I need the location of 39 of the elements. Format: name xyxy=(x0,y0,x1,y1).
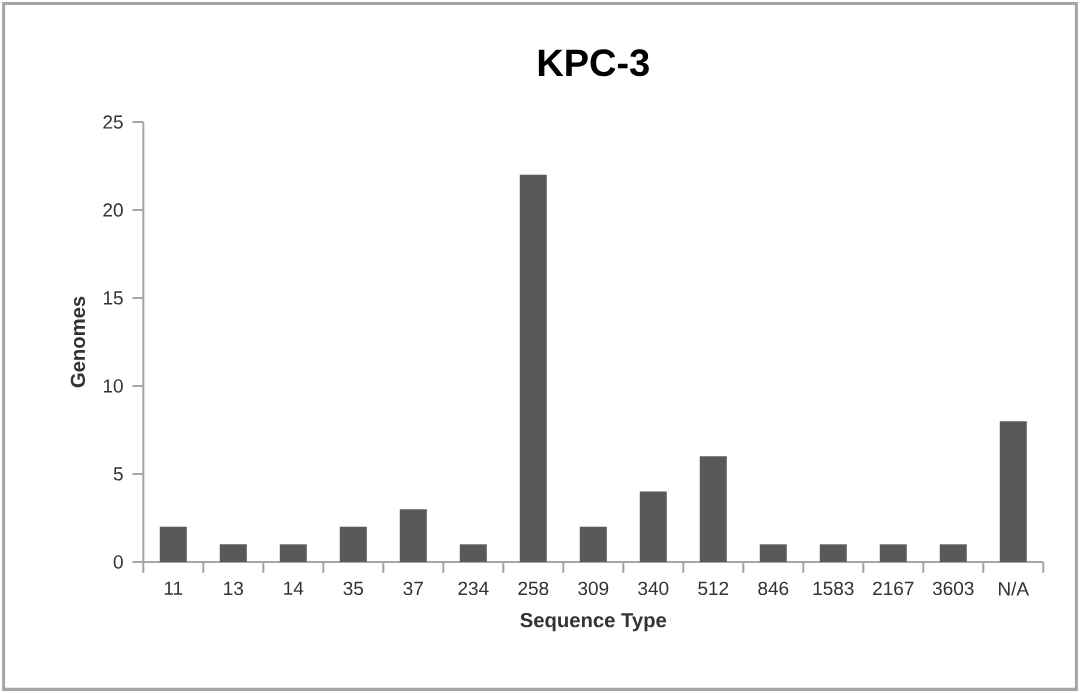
y-tick-label: 0 xyxy=(113,555,123,569)
bar xyxy=(219,544,247,562)
bar xyxy=(759,544,787,562)
x-tick-label: 309 xyxy=(578,581,609,596)
y-tick-label: 15 xyxy=(103,291,123,305)
x-tick-label: 37 xyxy=(403,581,423,596)
bar xyxy=(459,544,487,562)
bar xyxy=(519,174,547,562)
x-tick-label: 258 xyxy=(518,581,549,596)
y-tick-label: 25 xyxy=(103,115,123,129)
bar xyxy=(819,544,847,562)
chart-title: KPC-3 xyxy=(538,49,649,77)
bar xyxy=(339,526,367,562)
bar xyxy=(579,526,607,562)
y-axis-title: Genomes xyxy=(70,296,86,388)
bar xyxy=(939,544,967,562)
x-tick-label: 11 xyxy=(164,581,183,595)
bar xyxy=(159,526,187,562)
x-tick-label: 35 xyxy=(343,581,364,596)
bar xyxy=(879,544,907,562)
bar xyxy=(399,509,427,562)
x-tick-label: N/A xyxy=(999,581,1030,596)
x-tick-label: 234 xyxy=(458,581,489,596)
bar xyxy=(699,456,727,562)
x-tick-label: 3603 xyxy=(932,581,974,596)
x-tick-label: 14 xyxy=(284,581,304,595)
x-tick-label: 846 xyxy=(758,581,789,596)
x-axis-title: Sequence Type xyxy=(520,613,667,632)
x-tick-label: 340 xyxy=(638,581,669,596)
bar xyxy=(279,544,307,562)
bar xyxy=(999,421,1027,562)
x-tick-label: 13 xyxy=(224,581,244,596)
bar xyxy=(639,491,667,562)
y-tick-label: 10 xyxy=(103,379,123,393)
y-tick-label: 5 xyxy=(113,467,123,481)
x-tick-label: 2167 xyxy=(873,581,914,596)
x-tick-label: 1583 xyxy=(813,581,854,596)
x-tick-label: 512 xyxy=(698,581,729,596)
y-tick-label: 20 xyxy=(103,203,123,217)
